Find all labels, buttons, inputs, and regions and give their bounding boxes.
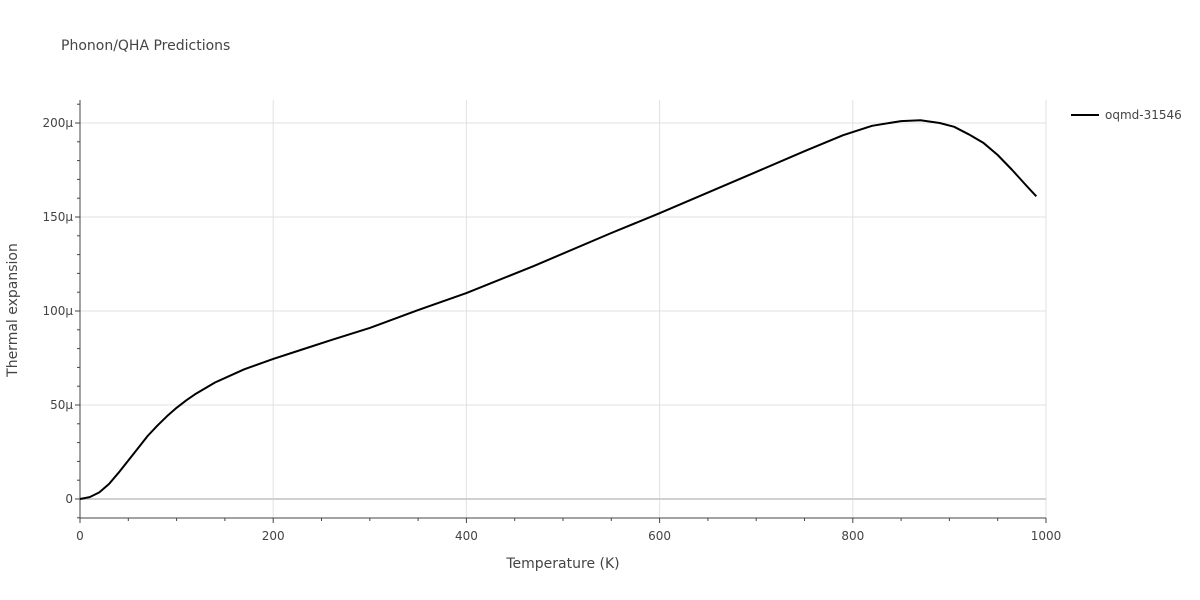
x-tick-label: 600: [648, 529, 671, 543]
y-axis-title: Thermal expansion: [5, 243, 21, 378]
y-axis-ticks: 0 50μ 100μ 150μ 200μ: [42, 116, 73, 506]
x-tick-label: 800: [841, 529, 864, 543]
grid: [80, 100, 1047, 518]
y-tick-label: 0: [65, 492, 73, 506]
series-line-oqmd-31546: [79, 119, 1038, 500]
x-tick-label: 400: [455, 529, 478, 543]
y-tick-label: 100μ: [42, 304, 73, 318]
y-tick-label: 150μ: [42, 210, 73, 224]
y-tick-label: 50μ: [50, 398, 73, 412]
legend-label[interactable]: oqmd-31546: [1105, 108, 1182, 122]
x-tick-label: 0: [76, 529, 84, 543]
x-axis-ticks: 0 200 400 600 800 1000: [76, 529, 1061, 543]
x-tick-label: 200: [262, 529, 285, 543]
x-axis-title: Temperature (K): [505, 556, 619, 572]
x-tick-label: 1000: [1031, 529, 1062, 543]
axes: [75, 100, 1047, 523]
chart-title: Phonon/QHA Predictions: [61, 38, 230, 54]
y-tick-label: 200μ: [42, 116, 73, 130]
series-layer: [79, 119, 1038, 500]
legend[interactable]: oqmd-31546: [1071, 108, 1182, 122]
